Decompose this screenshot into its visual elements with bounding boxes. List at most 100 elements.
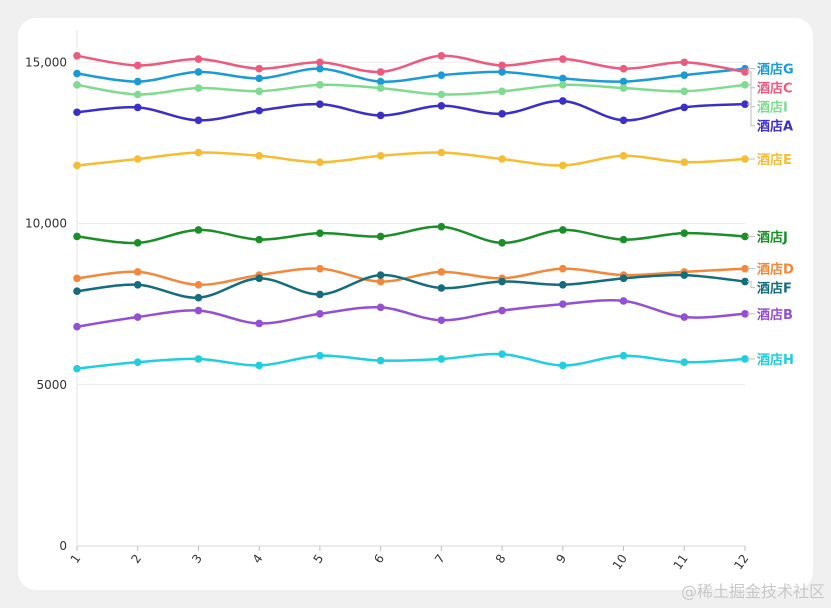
data-point bbox=[73, 161, 81, 170]
data-point bbox=[437, 316, 446, 325]
data-point bbox=[194, 116, 203, 125]
data-point bbox=[133, 61, 142, 70]
data-point bbox=[619, 235, 628, 244]
x-tick-label: 7 bbox=[432, 552, 448, 566]
data-point bbox=[316, 310, 324, 318]
data-point bbox=[73, 287, 81, 296]
data-point bbox=[194, 84, 203, 92]
data-point bbox=[559, 280, 567, 289]
x-tick-label: 12 bbox=[731, 552, 751, 573]
data-point bbox=[619, 84, 628, 92]
x-tick-label: 4 bbox=[250, 552, 266, 566]
data-point bbox=[559, 161, 567, 170]
data-point bbox=[255, 64, 263, 73]
series-line bbox=[75, 352, 747, 370]
data-point bbox=[498, 61, 506, 70]
data-point bbox=[194, 306, 203, 315]
data-point bbox=[316, 64, 324, 73]
data-point bbox=[194, 355, 203, 363]
series-line bbox=[75, 54, 747, 74]
data-point bbox=[255, 151, 263, 160]
data-point bbox=[376, 277, 385, 286]
legend-label: 酒店C bbox=[757, 81, 793, 97]
legend-label: 酒店J bbox=[757, 229, 788, 245]
x-tick-label: 2 bbox=[128, 552, 144, 566]
data-point bbox=[498, 155, 506, 163]
legend-connector bbox=[747, 84, 755, 108]
data-point bbox=[376, 356, 385, 365]
data-point bbox=[194, 148, 203, 157]
data-point bbox=[437, 90, 446, 99]
data-point bbox=[559, 55, 567, 63]
data-point bbox=[619, 77, 628, 86]
data-point bbox=[559, 81, 567, 89]
data-point bbox=[619, 116, 628, 125]
legend-label: 酒店D bbox=[757, 262, 794, 278]
data-point bbox=[133, 313, 142, 321]
data-point bbox=[559, 74, 567, 83]
data-point bbox=[133, 280, 142, 289]
data-point bbox=[194, 55, 203, 63]
data-point bbox=[316, 290, 324, 299]
data-point bbox=[194, 68, 203, 76]
data-point bbox=[73, 364, 81, 373]
data-point bbox=[73, 52, 81, 60]
data-point bbox=[437, 52, 446, 60]
y-tick-label: 15,000 bbox=[25, 55, 67, 69]
data-point bbox=[498, 239, 506, 247]
data-point bbox=[741, 277, 749, 286]
x-tick-label: 11 bbox=[670, 552, 690, 573]
data-point bbox=[437, 284, 446, 292]
x-tick-label: 6 bbox=[371, 552, 387, 566]
data-point bbox=[741, 310, 749, 318]
legend-label: 酒店I bbox=[757, 100, 788, 116]
data-point bbox=[741, 81, 749, 89]
data-point bbox=[376, 232, 385, 241]
data-point bbox=[619, 297, 628, 305]
data-point bbox=[255, 274, 263, 283]
data-point bbox=[255, 74, 263, 83]
data-point bbox=[316, 351, 324, 360]
data-point bbox=[316, 100, 324, 108]
data-point bbox=[498, 68, 506, 76]
data-point bbox=[437, 71, 446, 79]
data-point bbox=[255, 87, 263, 96]
data-point bbox=[559, 97, 567, 105]
data-point bbox=[376, 151, 385, 160]
data-point bbox=[680, 229, 689, 237]
data-point bbox=[376, 303, 385, 312]
data-point bbox=[559, 300, 567, 308]
data-point bbox=[73, 108, 81, 117]
legend-label: 酒店G bbox=[757, 62, 794, 78]
data-point bbox=[133, 77, 142, 86]
legend-connector bbox=[747, 281, 755, 289]
data-point bbox=[255, 319, 263, 328]
data-point bbox=[376, 271, 385, 279]
data-point bbox=[437, 222, 446, 231]
data-point bbox=[255, 361, 263, 370]
data-point bbox=[680, 103, 689, 112]
legend-label: 酒店A bbox=[757, 119, 793, 135]
data-point bbox=[376, 111, 385, 120]
x-tick-label: 3 bbox=[189, 552, 205, 566]
series-line bbox=[75, 99, 747, 122]
data-point bbox=[376, 84, 385, 92]
x-tick-label: 10 bbox=[610, 552, 630, 573]
data-point bbox=[619, 64, 628, 73]
data-point bbox=[316, 81, 324, 89]
data-point bbox=[316, 229, 324, 237]
data-point bbox=[255, 235, 263, 244]
data-point bbox=[376, 68, 385, 76]
legend-label: 酒店B bbox=[757, 307, 793, 323]
data-point bbox=[498, 306, 506, 315]
data-point bbox=[73, 69, 81, 78]
data-point bbox=[437, 148, 446, 157]
series-line bbox=[75, 299, 747, 328]
data-point bbox=[133, 103, 142, 112]
data-point bbox=[559, 264, 567, 273]
data-point bbox=[437, 355, 446, 363]
legend-label: 酒店H bbox=[757, 352, 794, 368]
y-tick-label: 5000 bbox=[36, 378, 67, 392]
data-point bbox=[133, 155, 142, 163]
